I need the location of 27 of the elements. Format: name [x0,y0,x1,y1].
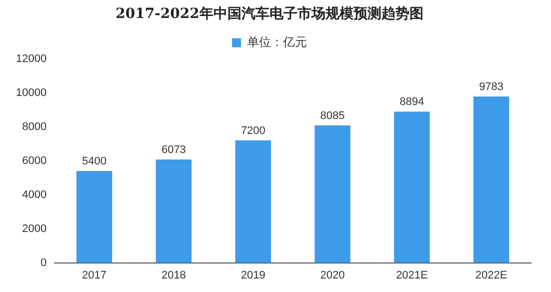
x-tick-label: 2020 [320,269,345,282]
y-tick-label: 0 [40,256,47,269]
y-tick-label: 8000 [22,120,47,133]
bar [76,171,112,263]
x-tick-label: 2021E [396,269,428,282]
y-tick-label: 12000 [16,52,47,65]
data-label: 5400 [82,156,107,168]
x-tick-label: 2018 [161,269,186,282]
bar [156,160,192,263]
chart-title: 2017-2022年中国汽车电子市场规模预测趋势图 [116,5,424,22]
x-tick-label: 2017 [82,269,107,282]
data-label: 8085 [320,110,345,122]
bar [394,112,430,263]
legend-label: 单位：亿元 [247,34,307,49]
data-label: 8894 [400,96,424,108]
y-tick-label: 2000 [22,222,47,235]
y-tick-label: 10000 [16,86,47,99]
x-tick-label: 2022E [475,269,508,282]
bar [314,125,350,263]
data-label: 7200 [240,124,266,137]
bar [235,140,271,263]
y-tick-label: 6000 [22,154,47,167]
bar [473,96,510,263]
data-label: 9783 [479,81,504,94]
y-tick-label: 4000 [22,188,47,201]
data-label: 6073 [161,144,186,156]
x-tick-label: 2019 [240,269,266,282]
